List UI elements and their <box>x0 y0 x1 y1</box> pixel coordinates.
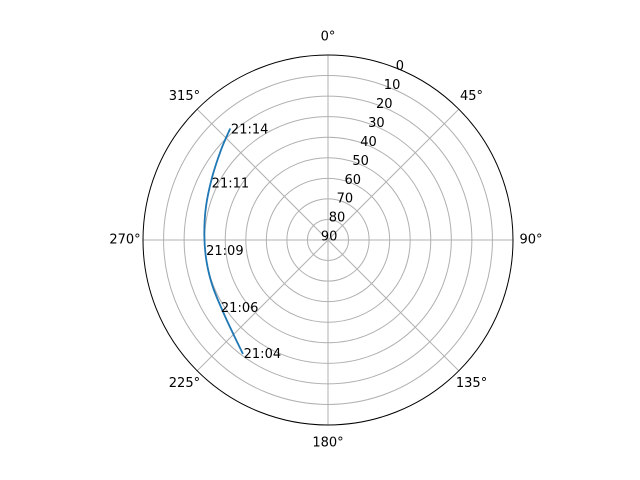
time-annotation: 21:11 <box>212 176 249 191</box>
r-tick-label: 50 <box>352 154 369 169</box>
time-annotation: 21:04 <box>244 347 281 362</box>
time-annotation: 21:06 <box>221 301 258 316</box>
theta-grid-line <box>196 108 329 241</box>
theta-tick-label: 225° <box>169 376 200 391</box>
series-layer <box>203 128 244 355</box>
theta-grid-line <box>327 108 460 241</box>
r-tick-label: 30 <box>368 116 385 131</box>
polar-frame <box>142 54 514 426</box>
theta-tick-label: 270° <box>109 233 140 248</box>
r-tick-label: 20 <box>376 97 393 112</box>
theta-tick-label: 180° <box>312 436 343 451</box>
r-tick-label: 0 <box>396 59 404 74</box>
label-layer: 0° 45° 90° 135° 180° 225° 270° 315° 0 10 20 30 40 50 6… <box>109 30 542 451</box>
r-tick-label: 80 <box>329 211 346 226</box>
theta-tick-label: 315° <box>169 89 200 104</box>
r-tick-label: 40 <box>360 135 377 150</box>
r-tick-label: 60 <box>344 173 361 188</box>
theta-tick-label: 90° <box>519 233 542 248</box>
theta-grid-line <box>327 239 460 372</box>
series-line <box>203 128 244 355</box>
r-tick-label: 10 <box>384 78 401 93</box>
grid-layer <box>142 54 514 426</box>
theta-tick-label: 0° <box>321 30 336 45</box>
theta-grid-line <box>196 239 329 372</box>
r-tick-label: 90 <box>321 230 338 245</box>
theta-tick-label: 45° <box>460 89 483 104</box>
r-tick-label: 70 <box>337 192 354 207</box>
theta-tick-label: 135° <box>456 376 487 391</box>
time-annotation: 21:09 <box>206 244 243 259</box>
time-annotation: 21:14 <box>231 123 268 138</box>
